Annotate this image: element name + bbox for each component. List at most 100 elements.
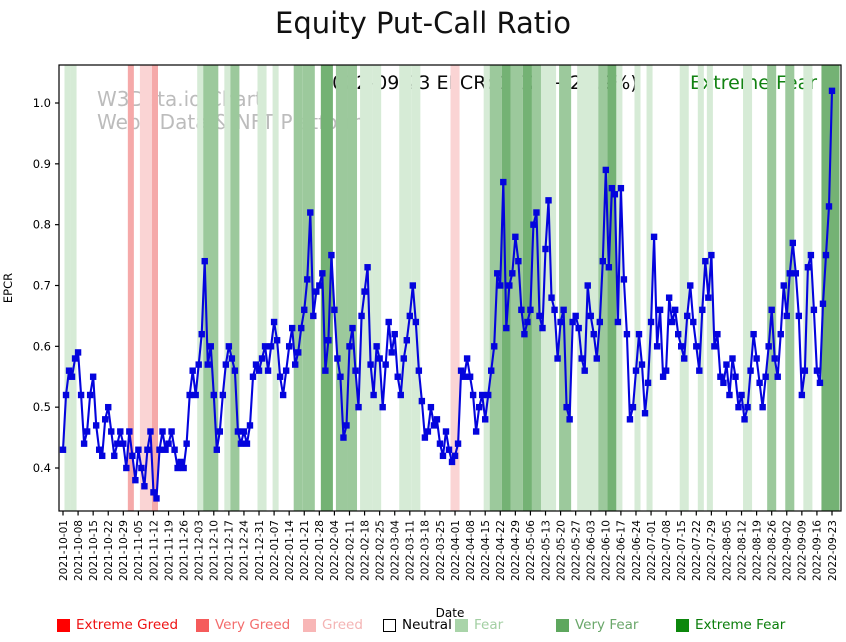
data-point bbox=[780, 282, 787, 289]
data-point bbox=[195, 361, 202, 368]
band-very_fear bbox=[598, 65, 608, 511]
data-point bbox=[391, 330, 398, 338]
data-point bbox=[213, 446, 220, 453]
epcr-line bbox=[61, 90, 834, 500]
data-point bbox=[249, 373, 257, 380]
data-point bbox=[810, 306, 818, 314]
data-point bbox=[774, 373, 781, 380]
data-point bbox=[765, 343, 772, 350]
data-point bbox=[95, 446, 103, 453]
data-point bbox=[678, 343, 685, 350]
legend-item-extreme-greed: Extreme Greed bbox=[57, 617, 178, 633]
legend-item-greed: Greed bbox=[303, 617, 363, 633]
data-point bbox=[379, 403, 386, 411]
data-point bbox=[783, 312, 790, 320]
data-point bbox=[560, 306, 567, 314]
data-point bbox=[240, 428, 248, 435]
data-point bbox=[433, 416, 441, 423]
data-point bbox=[804, 264, 812, 271]
x-tick-label: 2022-08-19 bbox=[751, 520, 763, 581]
data-point bbox=[68, 373, 76, 380]
data-point bbox=[337, 373, 344, 380]
data-point bbox=[147, 428, 154, 435]
data-point bbox=[346, 343, 353, 350]
data-point bbox=[111, 452, 118, 460]
band-extreme_fear bbox=[522, 65, 532, 511]
data-point bbox=[801, 367, 809, 374]
data-point bbox=[367, 361, 374, 368]
x-tick-label: 2022-07-29 bbox=[706, 520, 718, 581]
data-point bbox=[687, 282, 694, 289]
data-point bbox=[80, 440, 88, 447]
data-point bbox=[165, 440, 172, 447]
data-point bbox=[340, 434, 347, 441]
data-point bbox=[533, 209, 540, 216]
data-point bbox=[659, 373, 667, 380]
band-extreme_fear bbox=[821, 65, 840, 511]
data-point bbox=[711, 343, 718, 350]
data-point bbox=[102, 416, 109, 423]
data-point bbox=[295, 349, 302, 356]
data-point bbox=[527, 306, 534, 314]
data-point bbox=[753, 355, 760, 362]
data-point bbox=[675, 330, 682, 338]
data-point bbox=[681, 355, 688, 362]
data-point bbox=[279, 391, 287, 399]
data-point bbox=[255, 367, 263, 374]
data-point bbox=[614, 318, 622, 326]
data-point bbox=[750, 330, 757, 338]
band-fear bbox=[540, 65, 557, 511]
data-point bbox=[62, 391, 70, 399]
data-point bbox=[626, 416, 634, 423]
data-point bbox=[153, 495, 160, 502]
legend-item-extreme-fear: Extreme Fear bbox=[676, 617, 785, 633]
data-point bbox=[759, 403, 766, 411]
data-point bbox=[99, 452, 106, 460]
data-point bbox=[792, 270, 800, 277]
data-point bbox=[488, 367, 495, 374]
band-very_fear bbox=[293, 65, 303, 511]
x-tick-label: 2022-04-08 bbox=[465, 520, 477, 581]
x-tick-label: 2022-08-26 bbox=[766, 520, 778, 581]
data-point bbox=[653, 343, 661, 350]
epcr-markers bbox=[59, 87, 836, 502]
sentiment-bands bbox=[64, 65, 840, 511]
data-point bbox=[177, 458, 184, 466]
data-point bbox=[222, 361, 230, 368]
data-point bbox=[156, 446, 163, 453]
data-point bbox=[822, 251, 830, 259]
legend-item-very-fear: Very Fear bbox=[556, 617, 638, 633]
data-point bbox=[288, 324, 296, 332]
data-point bbox=[180, 464, 187, 472]
data-point bbox=[135, 446, 142, 453]
data-point bbox=[400, 355, 407, 362]
x-tick-label: 2022-06-03 bbox=[586, 520, 598, 581]
data-point bbox=[551, 306, 558, 314]
x-tick-label: 2021-11-26 bbox=[178, 520, 190, 581]
x-tick-label: 2021-10-15 bbox=[88, 520, 100, 581]
data-point bbox=[617, 184, 625, 192]
data-point bbox=[138, 464, 145, 472]
data-point bbox=[376, 355, 383, 362]
legend-item-label: Extreme Fear bbox=[695, 617, 786, 633]
data-point bbox=[605, 264, 613, 271]
data-point bbox=[732, 373, 739, 380]
data-point bbox=[418, 397, 426, 405]
data-point bbox=[237, 440, 245, 447]
data-point bbox=[466, 373, 474, 380]
data-point bbox=[358, 312, 365, 320]
x-axis-label: Date bbox=[435, 606, 465, 620]
data-point bbox=[282, 367, 290, 374]
data-point bbox=[714, 330, 721, 338]
data-point bbox=[611, 191, 619, 198]
y-tick-label: 0.9 bbox=[33, 157, 51, 171]
data-point bbox=[457, 367, 465, 374]
data-point bbox=[298, 324, 305, 332]
data-point bbox=[352, 367, 359, 374]
x-tick-label: 2022-04-29 bbox=[510, 520, 522, 581]
data-point bbox=[322, 367, 329, 374]
data-point bbox=[258, 355, 266, 362]
band-very_greed bbox=[127, 65, 134, 511]
